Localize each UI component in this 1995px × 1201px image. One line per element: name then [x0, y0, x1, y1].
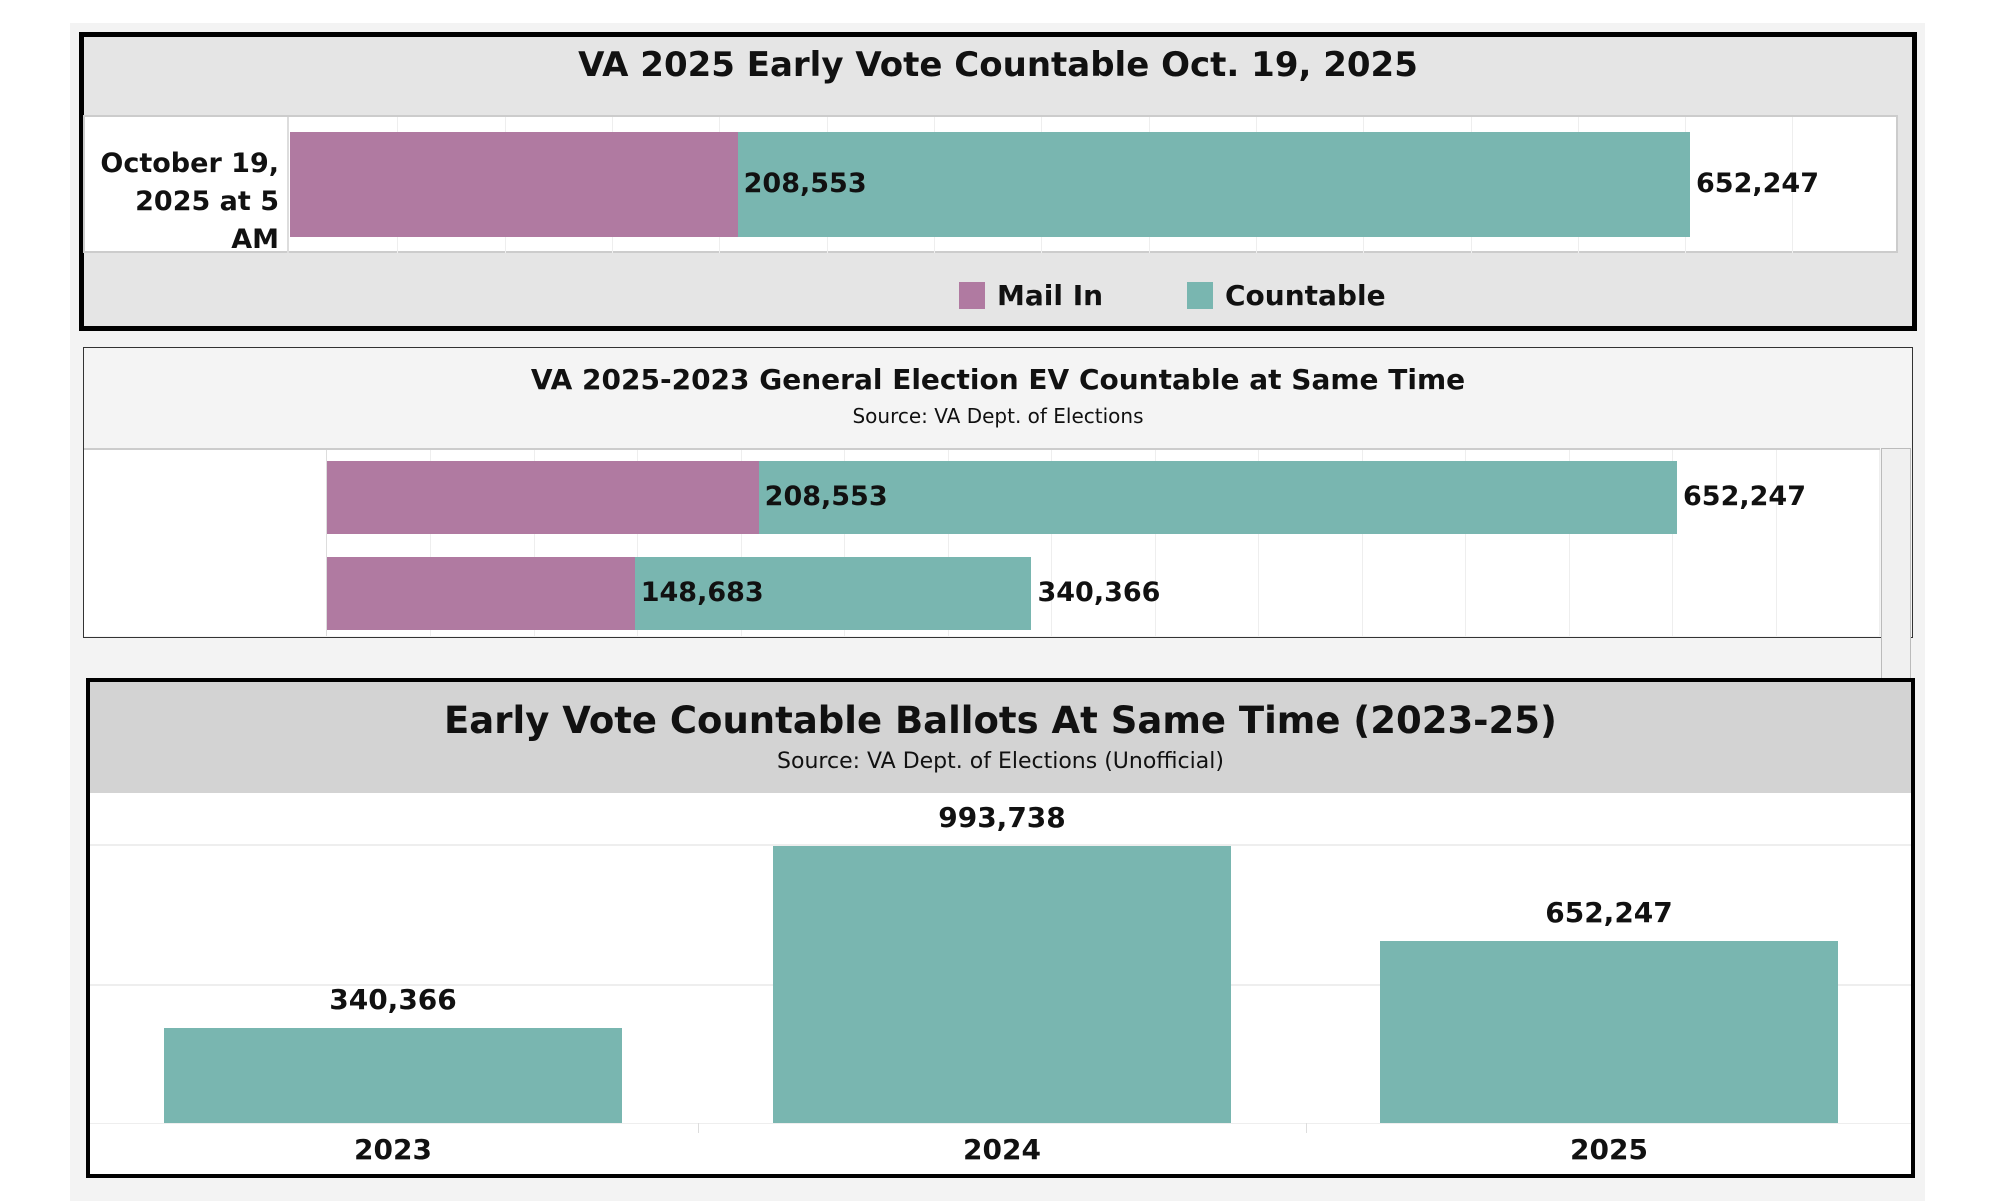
category-label: 2024 — [963, 1133, 1041, 1166]
data-label-total: 652,247 — [1696, 167, 1819, 199]
gridline — [430, 450, 432, 636]
bar-countable — [1380, 941, 1838, 1123]
panel-current-early-vote: VA 2025 Early Vote Countable Oct. 19, 20… — [79, 32, 1917, 331]
bar-countable — [758, 461, 1677, 534]
data-label: 652,247 — [1545, 896, 1673, 930]
legend-swatch-mail-in — [959, 282, 985, 309]
gridline — [844, 450, 846, 636]
category-label: 2025 — [1570, 1133, 1648, 1166]
bar-mail-in — [327, 557, 635, 630]
chart-subtitle: Source: VA Dept. of Elections (Unofficia… — [777, 749, 1224, 774]
chart-header: Early Vote Countable Ballots At Same Tim… — [90, 682, 1911, 793]
category-label: 2023 — [354, 1133, 432, 1166]
gridline — [1672, 450, 1674, 636]
gridline — [947, 450, 949, 636]
legend-label-mail-in: Mail In — [997, 279, 1104, 312]
baseline — [90, 1123, 1911, 1124]
data-label-mail-in: 148,683 — [640, 576, 764, 608]
gridline — [1465, 450, 1467, 636]
bars-area: 340,366 2023 993,738 2024 652,247 2025 — [90, 793, 1911, 1166]
bar-mail-in — [290, 132, 738, 237]
gridline — [1568, 450, 1570, 636]
gridline — [740, 450, 742, 636]
gridline — [1879, 450, 1881, 636]
data-label: 993,738 — [938, 800, 1066, 834]
bars-area: 208,553 652,247 — [290, 117, 1895, 253]
legend-label-countable: Countable — [1225, 279, 1386, 312]
gridline — [1361, 450, 1363, 636]
bar-countable — [164, 1028, 622, 1123]
bar-countable — [634, 557, 1032, 630]
axis-separator — [698, 1123, 699, 1133]
data-label-mail-in: 208,553 — [764, 480, 888, 512]
chart-subtitle: Source: VA Dept. of Elections — [852, 404, 1144, 428]
gridline — [533, 450, 535, 636]
bar-countable — [773, 845, 1231, 1123]
axis-separator — [1306, 1123, 1307, 1133]
bar-mail-in — [327, 461, 759, 534]
plot-area: October 19, 2025 at 5 AM 208,553 652,247 — [83, 115, 1898, 255]
chart-title: Early Vote Countable Ballots At Same Tim… — [444, 699, 1557, 742]
gridline — [1775, 450, 1777, 636]
gridline — [1258, 450, 1260, 636]
data-label-mail-in: 208,553 — [743, 167, 867, 199]
gridline — [90, 844, 1911, 846]
chart-title: VA 2025 Early Vote Countable Oct. 19, 20… — [578, 45, 1418, 85]
chart-title: VA 2025-2023 General Election EV Countab… — [530, 363, 1466, 396]
panel-comparison-2025-2023: VA 2025-2023 General Election EV Countab… — [83, 347, 1913, 732]
panel-yearly-comparison: Early Vote Countable Ballots At Same Tim… — [86, 678, 1915, 1178]
legend-swatch-countable — [1187, 282, 1213, 309]
data-label-total: 340,366 — [1037, 576, 1161, 608]
row-header: October 19, 2025 at 5 AM — [85, 117, 289, 255]
bars-area: 208,553 652,247 148,683 340,366 — [326, 450, 1881, 636]
gridline — [1154, 450, 1156, 636]
gridline — [1051, 450, 1053, 636]
data-label: 340,366 — [329, 983, 457, 1017]
gridline — [1792, 117, 1794, 253]
category-label: October 19, 2025 at 5 AM — [100, 148, 279, 255]
data-label-total: 652,247 — [1683, 480, 1806, 512]
gridline — [637, 450, 639, 636]
bar-countable — [737, 132, 1690, 237]
